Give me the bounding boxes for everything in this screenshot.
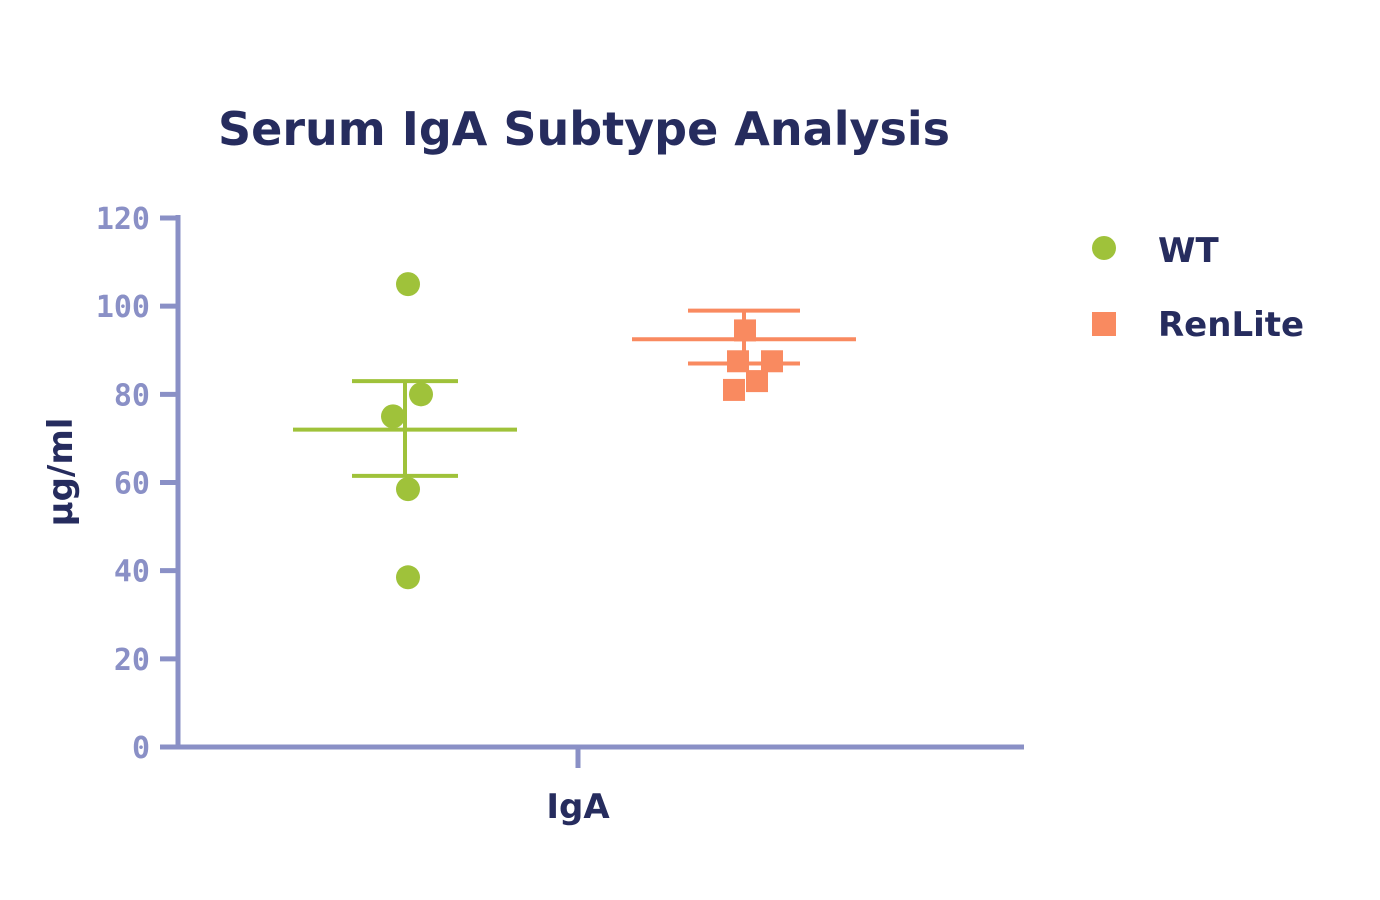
data-point-wt [396, 272, 420, 297]
y-tick-label: 0 [132, 731, 150, 766]
data-point-wt [396, 565, 420, 590]
axes: 0 20 40 60 80 100 120 [96, 202, 1024, 768]
data-point-renlite [727, 350, 749, 373]
y-tick-label: 80 [114, 378, 150, 413]
legend-label-renlite: RenLite [1158, 305, 1304, 345]
data-point-renlite [746, 370, 768, 393]
series-renlite [632, 308, 856, 401]
y-axis-label: µg/ml [41, 418, 81, 527]
legend-marker-renlite [1092, 312, 1116, 336]
data-point-renlite [723, 378, 745, 401]
legend-marker-wt [1092, 236, 1116, 260]
y-tick-label: 100 [96, 290, 150, 325]
data-point-renlite [734, 319, 756, 342]
legend: WT RenLite [1092, 231, 1304, 345]
data-point-renlite [761, 350, 783, 373]
data-point-wt [409, 382, 433, 407]
series-wt [293, 272, 517, 590]
legend-label-wt: WT [1158, 231, 1220, 271]
y-tick-label: 40 [114, 555, 150, 590]
chart-title: Serum IgA Subtype Analysis [218, 102, 950, 156]
y-tick-label: 120 [96, 202, 150, 237]
x-category-label: IgA [546, 787, 610, 827]
y-tick-label: 60 [114, 467, 150, 502]
data-point-wt [396, 477, 420, 502]
y-tick-label: 20 [114, 643, 150, 678]
y-ticks: 0 20 40 60 80 100 120 [96, 202, 178, 766]
data-point-wt [381, 404, 405, 429]
